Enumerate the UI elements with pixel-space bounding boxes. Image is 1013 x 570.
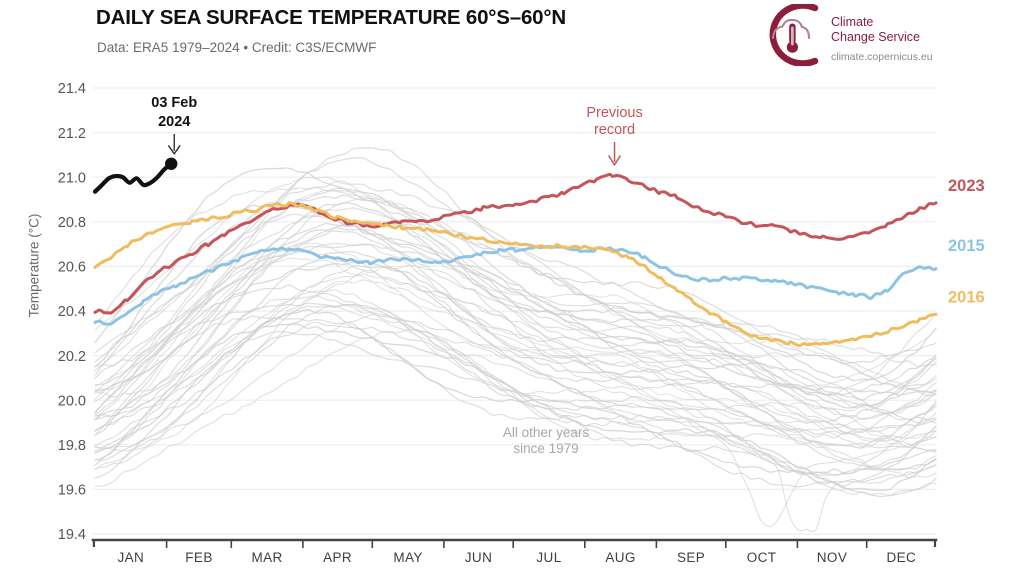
- other-year-line: [94, 242, 937, 433]
- x-tick-label: APR: [323, 550, 352, 565]
- previous-record-arrow-head: [608, 155, 621, 166]
- copernicus-logo: Climate Change Service climate.copernicu…: [757, 4, 1007, 66]
- other-years-note-line-1: All other years: [503, 425, 590, 440]
- y-tick-label: 19.8: [58, 438, 86, 454]
- y-tick-label: 20.4: [58, 304, 86, 320]
- x-axis: JAN FEB MAR APR MAY JUN JUL AUG SEP OCT NOV DEC: [91, 538, 938, 565]
- other-year-line: [94, 321, 937, 488]
- series-label-2023: 2023: [948, 177, 985, 195]
- current-value-marker: [165, 157, 178, 170]
- other-year-line: [94, 304, 937, 477]
- cloud-thermometer-icon: [769, 4, 819, 66]
- logo-url: climate.copernicus.eu: [831, 51, 933, 63]
- series-2024: [92, 157, 178, 194]
- x-tick-label: JUN: [465, 550, 492, 565]
- logo-line-1: Climate: [831, 15, 874, 29]
- other-year-line: [94, 202, 937, 396]
- other-year-line: [94, 257, 937, 444]
- other-year-line: [94, 207, 937, 412]
- other-year-line: [94, 213, 937, 415]
- series-label-2016: 2016: [948, 288, 985, 306]
- x-tick-label: DEC: [886, 550, 916, 565]
- other-year-line: [94, 181, 937, 388]
- y-tick-label: 20.8: [58, 215, 86, 231]
- date-annotation-line-2: 2024: [158, 114, 190, 130]
- series-line-2023: [93, 172, 938, 315]
- other-year-line: [94, 264, 937, 449]
- x-tick-label: MAR: [251, 550, 282, 565]
- y-tick-label: 20.6: [58, 260, 86, 276]
- other-year-line: [94, 194, 937, 401]
- other-year-line: [94, 265, 937, 447]
- series-line-2016: [93, 201, 938, 348]
- x-tick-label: JAN: [117, 550, 144, 565]
- other-year-line: [94, 284, 937, 467]
- other-year-line: [94, 167, 937, 382]
- x-tick-label: OCT: [747, 550, 777, 565]
- x-tick-label: NOV: [817, 550, 847, 565]
- y-tick-label: 20.2: [58, 349, 86, 365]
- other-year-line: [94, 147, 937, 365]
- other-year-line: [94, 187, 937, 396]
- y-tick-label: 19.4: [58, 527, 86, 543]
- x-tick-label: SEP: [677, 550, 705, 565]
- y-axis-ticks: 21.4 21.2 21.0 20.8 20.6 20.4 20.2 20.0 19.8 19.6…: [58, 81, 86, 543]
- y-tick-label: 19.6: [58, 483, 86, 499]
- other-year-line: [94, 189, 937, 394]
- x-tick-label: MAY: [393, 550, 422, 565]
- other-year-line: [94, 302, 937, 476]
- x-tick-label: FEB: [185, 550, 212, 565]
- chart-subtitle: Data: ERA5 1979–2024 • Credit: C3S/ECMWF: [97, 40, 377, 55]
- other-year-line: [94, 222, 937, 423]
- series-line-2024: [92, 161, 174, 194]
- other-years-lines: [94, 147, 937, 533]
- y-tick-label: 20.0: [58, 393, 86, 409]
- series-label-2015: 2015: [948, 237, 985, 255]
- other-year-line: [94, 227, 937, 420]
- series-line-2015: [93, 245, 938, 326]
- previous-record-line-2: record: [594, 122, 635, 138]
- previous-record-line-1: Previous: [586, 105, 642, 121]
- highlight-series: 2023 2015 2016: [93, 172, 985, 348]
- y-tick-label: 21.4: [58, 81, 86, 97]
- other-year-line: [94, 308, 937, 475]
- page-title: DAILY SEA SURFACE TEMPERATURE 60°S–60°N: [96, 6, 566, 29]
- other-year-line: [94, 242, 937, 439]
- other-year-line: [94, 273, 937, 452]
- other-years-note-line-2: since 1979: [513, 441, 578, 456]
- y-tick-label: 21.0: [58, 170, 86, 186]
- logo-line-2: Change Service: [831, 30, 920, 44]
- date-annotation-arrow-head: [167, 145, 181, 155]
- x-tick-label: AUG: [605, 550, 635, 565]
- y-tick-label: 21.2: [58, 126, 86, 142]
- x-tick-label: JUL: [536, 550, 561, 565]
- date-annotation-line-1: 03 Feb: [151, 95, 197, 111]
- other-year-line: [94, 279, 937, 453]
- other-year-line: [94, 243, 937, 433]
- other-year-line: [94, 230, 937, 424]
- other-year-line: [94, 289, 937, 528]
- other-year-line: [94, 248, 937, 440]
